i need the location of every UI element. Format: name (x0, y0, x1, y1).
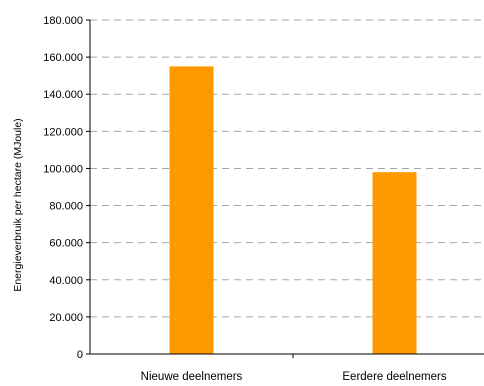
x-tick-label: Eerdere deelnemers (342, 371, 446, 381)
y-tick-labels: 0 20.000 40.000 60.000 80.000 100.000 120.000 1… (43, 15, 83, 361)
y-axis-label: Energieverbruik per hectare (MJoule) (12, 118, 24, 291)
y-tick-label: 120.000 (43, 126, 83, 138)
bar (169, 66, 214, 354)
bar (372, 172, 417, 354)
y-tick-label: 100.000 (43, 163, 83, 175)
y-tick-label: 80.000 (49, 201, 83, 213)
axes (86, 19, 484, 358)
y-tick-label: 160.000 (43, 52, 83, 64)
bars (169, 66, 417, 354)
y-tick-label: 180.000 (43, 15, 83, 27)
y-tick-label: 20.000 (49, 312, 83, 324)
y-tick-label: 60.000 (49, 238, 83, 250)
y-tick-label: 0 (77, 349, 83, 361)
x-tick-labels: Nieuwe deelnemers Eerdere deelnemers (141, 371, 447, 383)
y-tick-label: 140.000 (43, 89, 83, 101)
gridlines (90, 19, 484, 318)
y-tick-label: 40.000 (49, 275, 83, 287)
x-tick-label: Nieuwe deelnemers (141, 371, 243, 381)
